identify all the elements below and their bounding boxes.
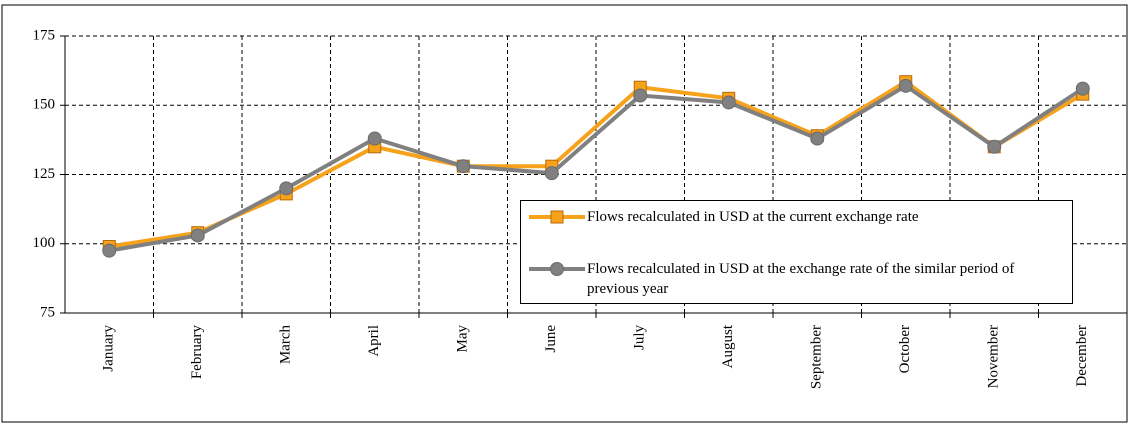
marker xyxy=(1075,81,1090,96)
y-tick-label: 75 xyxy=(40,304,55,320)
x-tick-label: April xyxy=(366,325,382,357)
legend: Flows recalculated in USD at the current… xyxy=(520,200,1073,304)
x-tick-label: December xyxy=(1074,325,1090,387)
x-tick-label: May xyxy=(455,325,471,353)
y-tick-label: 100 xyxy=(33,235,56,251)
marker xyxy=(898,78,913,93)
x-tick-label: October xyxy=(897,325,913,373)
marker xyxy=(102,243,117,258)
marker xyxy=(810,131,825,146)
x-tick-label: September xyxy=(809,325,825,389)
marker xyxy=(456,159,471,174)
series-line xyxy=(108,83,1084,253)
legend-item: Flows recalculated in USD at the exchang… xyxy=(527,259,1057,299)
x-tick-label: August xyxy=(720,324,736,368)
marker xyxy=(721,95,736,110)
x-tick-label: January xyxy=(101,325,117,372)
marker xyxy=(550,210,564,224)
marker xyxy=(279,181,294,196)
x-tick-label: July xyxy=(632,325,648,351)
marker xyxy=(544,166,559,181)
marker xyxy=(367,131,382,146)
legend-swatch xyxy=(529,210,585,224)
x-tick-label: March xyxy=(278,325,294,365)
marker xyxy=(633,88,648,103)
legend-swatch xyxy=(529,262,585,276)
y-tick-label: 150 xyxy=(33,97,56,113)
legend-label: Flows recalculated in USD at the exchang… xyxy=(587,261,1015,297)
series-line xyxy=(108,79,1084,249)
x-tick-label: June xyxy=(543,325,559,353)
x-tick-label: February xyxy=(189,325,205,380)
legend-item: Flows recalculated in USD at the current… xyxy=(527,207,1057,227)
y-tick-label: 175 xyxy=(33,27,56,43)
marker xyxy=(550,262,564,276)
y-tick-label: 125 xyxy=(33,166,56,182)
marker xyxy=(190,228,205,243)
x-tick-label: November xyxy=(986,325,1002,388)
frame xyxy=(1,4,1128,423)
legend-label: Flows recalculated in USD at the current… xyxy=(587,209,919,225)
marker xyxy=(987,139,1002,154)
